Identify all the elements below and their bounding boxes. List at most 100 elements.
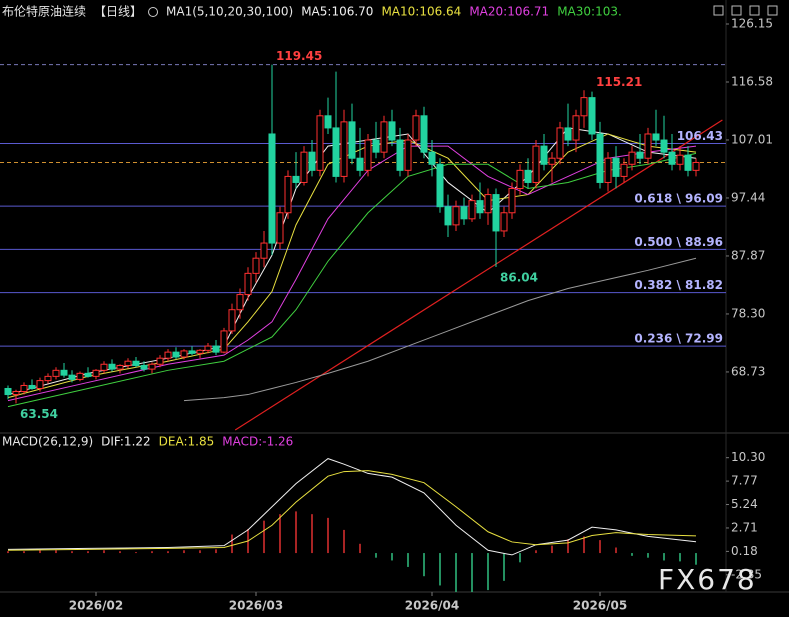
candle-body xyxy=(500,212,508,232)
candle-body xyxy=(476,200,484,214)
legend-item: DIF:1.22 xyxy=(101,435,151,449)
candle-body xyxy=(68,374,76,380)
extreme-label: 115.21 xyxy=(596,75,642,89)
candle-body xyxy=(428,151,436,165)
candle-body xyxy=(388,121,396,141)
candle-body xyxy=(444,206,452,226)
candle-body xyxy=(284,175,292,214)
legend-item: MACD:-1.26 xyxy=(222,435,293,449)
candle-body xyxy=(588,97,596,135)
legend-item: 【日线】 xyxy=(94,5,142,19)
legend-item: MA1(5,10,20,30,100) xyxy=(166,5,293,19)
candle-body xyxy=(452,206,460,226)
y-tick-label: 116.58 xyxy=(731,74,773,88)
candle-body xyxy=(60,369,68,376)
candle-body xyxy=(28,384,36,389)
candle-body xyxy=(268,133,276,244)
icon-add[interactable] xyxy=(731,5,742,16)
y-tick-label: 78.30 xyxy=(731,306,765,320)
legend-item: MA10:106.64 xyxy=(381,5,461,19)
macd-line xyxy=(7,470,697,551)
candle-body xyxy=(300,151,308,183)
candle-body xyxy=(20,384,28,393)
candle-body xyxy=(612,157,620,177)
candle-body xyxy=(228,309,236,332)
fib-label: 0.382 \ 81.82 xyxy=(634,278,723,292)
legend-item: DEA:1.85 xyxy=(159,435,215,449)
legend-item: MA5:106.70 xyxy=(301,5,373,19)
candle-body xyxy=(44,375,52,382)
extreme-label: 86.04 xyxy=(500,271,538,285)
candle-body xyxy=(36,380,44,389)
legend-icon xyxy=(148,7,159,17)
candle-body xyxy=(508,188,516,214)
candle-body xyxy=(124,360,132,366)
candle-body xyxy=(580,97,588,117)
macd-panel xyxy=(7,458,697,592)
candle-body xyxy=(660,139,668,153)
x-tick-label: 2026/05 xyxy=(573,599,627,613)
candle-body xyxy=(572,115,580,141)
y-tick-label: 97.44 xyxy=(731,190,765,204)
y-tick-label: 126.15 xyxy=(731,16,773,30)
price-panel xyxy=(0,64,726,431)
candle-body xyxy=(484,194,492,214)
candle-body xyxy=(52,369,60,377)
candle-body xyxy=(564,127,572,141)
candle-body xyxy=(636,151,644,159)
candle-body xyxy=(84,372,92,377)
y-tick-label: 10.30 xyxy=(731,450,765,464)
icon-maximize[interactable] xyxy=(749,5,760,16)
candle-body xyxy=(524,169,532,183)
icon-close[interactable] xyxy=(767,5,778,16)
candle-body xyxy=(668,151,676,165)
candle-body xyxy=(396,139,404,171)
y-tick-label: 5.24 xyxy=(731,497,758,511)
y-tick-label: -2.35 xyxy=(731,567,762,581)
ma-line xyxy=(7,152,697,408)
legend-item: MACD(26,12,9) xyxy=(2,435,93,449)
extreme-label: 63.54 xyxy=(20,407,58,421)
candle-body xyxy=(188,350,196,354)
candle-body xyxy=(260,242,268,259)
labels: 布伦特原油连续 【日线】 MA1(5,10,20,30,100) MA5:106.70… xyxy=(2,4,773,613)
candle-body xyxy=(252,257,260,274)
candle-body xyxy=(404,139,412,171)
candle-body xyxy=(492,194,500,232)
y-tick-label: 87.87 xyxy=(731,248,765,262)
watermark: FX678 xyxy=(658,563,757,596)
ma-line xyxy=(183,257,697,402)
y-tick-label: 0.18 xyxy=(731,544,758,558)
x-tick-label: 2026/02 xyxy=(69,599,123,613)
candle-body xyxy=(204,345,212,351)
candle-body xyxy=(676,154,684,165)
candle-body xyxy=(628,151,636,165)
trendline xyxy=(234,119,723,431)
candle-body xyxy=(180,350,188,358)
candle-body xyxy=(348,121,356,159)
candle-body xyxy=(236,294,244,311)
candle-body xyxy=(372,139,380,153)
candle-body xyxy=(316,115,324,171)
candle-body xyxy=(468,200,476,220)
candle-body xyxy=(276,212,284,244)
candle-body xyxy=(92,369,100,377)
candle-body xyxy=(308,151,316,171)
candle-body xyxy=(420,115,428,153)
candle-body xyxy=(684,154,692,171)
icon-settings[interactable] xyxy=(713,5,724,16)
candle-body xyxy=(12,391,20,396)
candle-body xyxy=(164,351,172,359)
legend-item: MA30:103. xyxy=(557,5,622,19)
candle-body xyxy=(556,127,564,159)
candle-body xyxy=(332,127,340,177)
legend-item: 布伦特原油连续 xyxy=(2,4,86,19)
candle-body xyxy=(364,139,372,171)
candle-body xyxy=(172,351,180,358)
legend-item: MA20:106.71 xyxy=(469,5,549,19)
candle-body xyxy=(540,145,548,165)
candle-body xyxy=(220,330,228,353)
candle-body xyxy=(532,145,540,183)
